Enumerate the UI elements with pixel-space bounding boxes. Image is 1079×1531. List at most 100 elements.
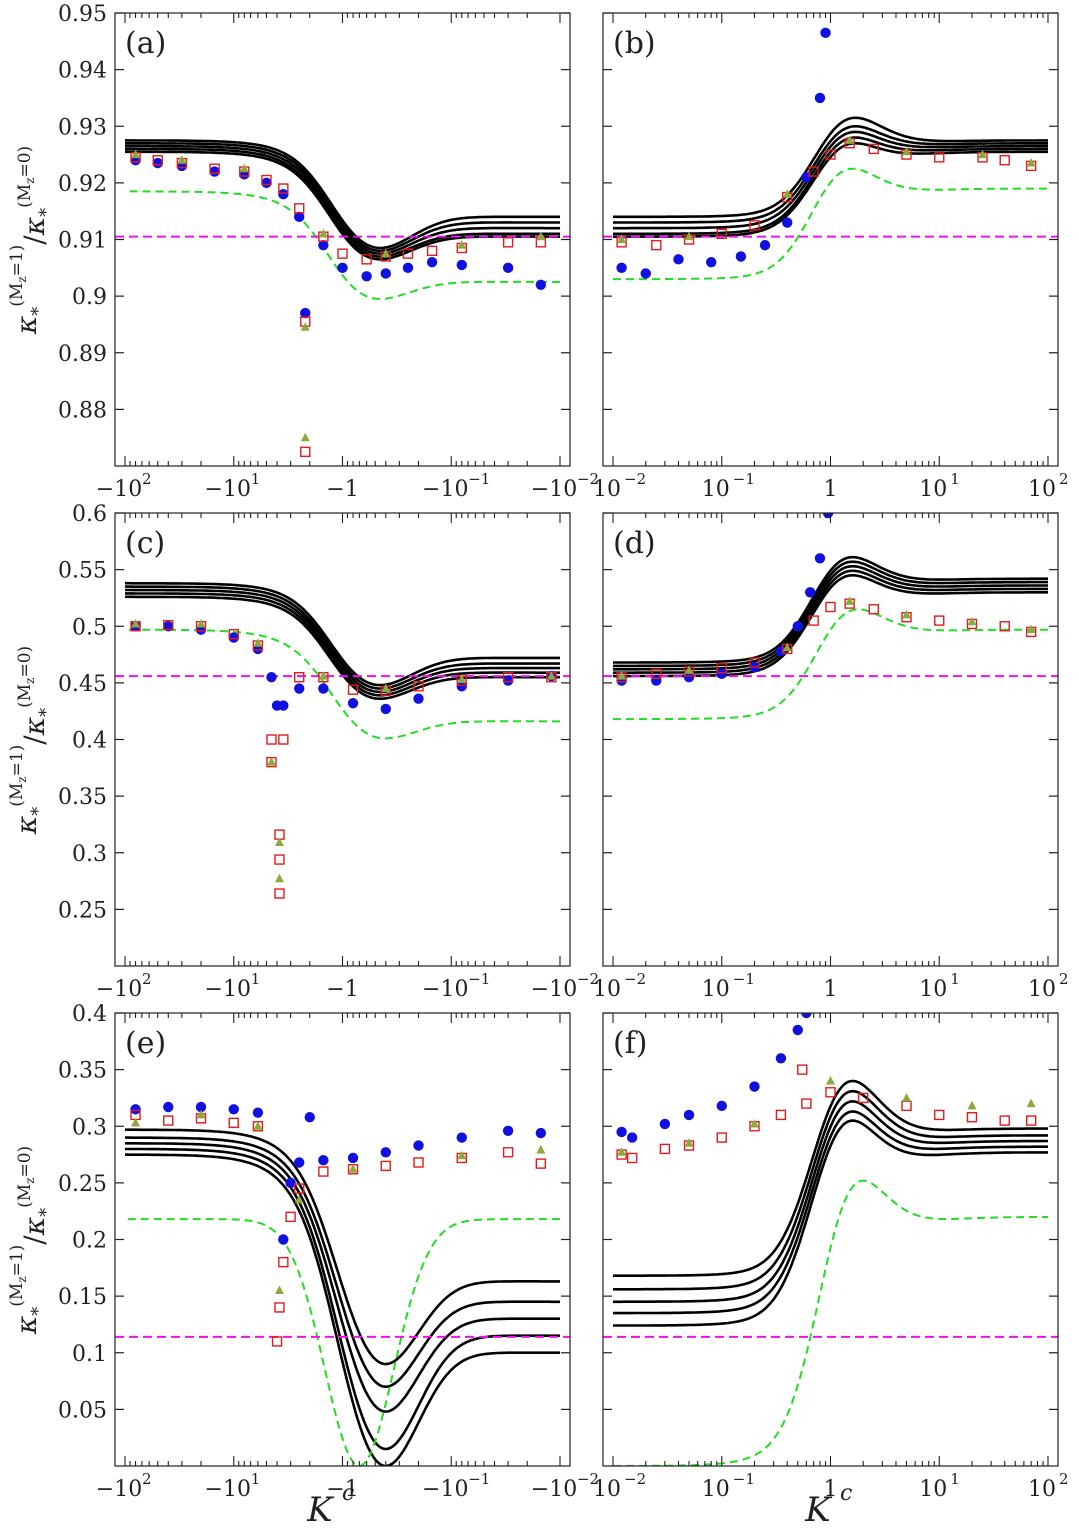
x-tick-label-main: 10 <box>919 477 947 502</box>
dot-marker-e-9 <box>318 1155 329 1166</box>
triangle-marker-b-1 <box>684 231 694 241</box>
dot-marker-b-3 <box>706 256 717 268</box>
panel-label-d: (d) <box>613 526 656 561</box>
x-tick-label-main: −1 <box>326 977 358 1002</box>
panel-label-f: (f) <box>613 1026 648 1061</box>
square-marker-f-4 <box>716 1132 727 1143</box>
x-tick-label-main: 10 <box>1028 977 1056 1002</box>
black-curve-a-1 <box>125 147 560 258</box>
triangle-marker-a-8 <box>536 231 546 241</box>
dot-marker-e-12 <box>413 1140 424 1151</box>
black-curve-a-4 <box>125 139 560 250</box>
square-marker-a-17 <box>502 237 514 248</box>
x-tick-label-main: −10 <box>531 477 577 502</box>
triangle-marker-c-3 <box>266 757 276 766</box>
dot-marker-b-6 <box>782 217 793 228</box>
dot-marker-e-13 <box>456 1132 467 1143</box>
dot-marker-a-16 <box>502 262 514 274</box>
triangle-marker-e-3 <box>274 1285 284 1294</box>
y-axis-title-text: κ*(Mz=1)/κ*(Mz=0) <box>7 646 57 835</box>
triangle-marker-d-4 <box>902 609 912 619</box>
dot-marker-b-7 <box>801 172 812 183</box>
panel-d: 10 −2 10 −1 1 10 1 10 2(d) <box>593 512 1069 1002</box>
y-tick-label-e-5: 0.15 <box>58 1285 107 1310</box>
frame-e <box>114 1012 571 1467</box>
panels: 0.950.940.930.920.910.90.890.88−10 2 −10 1−… <box>58 2 1069 1502</box>
triangle-marker-c-5 <box>274 873 284 883</box>
dot-marker-c-10 <box>347 698 359 709</box>
y-tick-label-a-1: 0.94 <box>58 59 107 84</box>
x-tick-label-main: 1 <box>824 1477 838 1502</box>
x-tick-label-main: −10 <box>96 977 142 1002</box>
dot-marker-d-8 <box>814 553 826 564</box>
dot-marker-f-6 <box>775 1053 787 1064</box>
triangle-marker-f-4 <box>902 1092 912 1102</box>
y-tick-label-a-0: 0.95 <box>58 2 107 27</box>
square-marker-f-13 <box>966 1111 978 1123</box>
triangle-marker-b-5 <box>978 149 988 159</box>
triangle-marker-c-0 <box>131 618 141 628</box>
x-tick-label-main: −10 <box>205 477 251 502</box>
dot-marker-e-7 <box>294 1157 305 1168</box>
square-marker-b-1 <box>651 239 662 251</box>
triangle-marker-e-6 <box>457 1150 467 1160</box>
triangle-marker-a-7 <box>457 240 467 249</box>
x-tick-label-sup: 1 <box>251 470 261 488</box>
square-marker-a-7 <box>294 203 305 214</box>
black-curve-e-2 <box>125 1142 560 1413</box>
x-tick-label-b-3: 10 1 <box>919 470 960 502</box>
black-curve-b-1 <box>613 136 1048 236</box>
x-tick-label-sup: 1 <box>950 470 960 488</box>
triangle-marker-d-6 <box>1026 624 1036 634</box>
triangle-marker-a-2 <box>239 163 249 173</box>
square-marker-f-15 <box>1025 1115 1037 1126</box>
square-marker-c-8 <box>274 854 285 865</box>
panel-label-a: (a) <box>125 26 166 61</box>
square-marker-e-1 <box>163 1115 174 1126</box>
dot-marker-b-5 <box>759 239 771 251</box>
x-tick-label-a-0: −10 2 <box>96 470 152 502</box>
x-axis-title-right-sup: c <box>840 1481 852 1506</box>
square-marker-f-11 <box>901 1100 912 1112</box>
black-curve-c-4 <box>125 581 560 687</box>
green-dashed-curve-a <box>125 190 560 300</box>
x-tick-label-c-0: −10 2 <box>96 970 152 1002</box>
triangle-marker-e-7 <box>536 1145 546 1154</box>
black-curve-f-4 <box>613 1079 1048 1277</box>
black-curve-f-0 <box>613 1119 1048 1327</box>
dot-marker-c-5 <box>266 672 277 683</box>
square-marker-d-1 <box>651 668 662 680</box>
x-axis-title-left: K c <box>306 1481 354 1530</box>
x-tick-label-sup: −2 <box>577 1470 599 1488</box>
triangle-marker-a-3 <box>300 322 310 331</box>
square-marker-a-1 <box>152 155 163 166</box>
square-marker-f-14 <box>999 1115 1010 1126</box>
panel-label-e: (e) <box>125 1026 166 1061</box>
dot-marker-d-1 <box>651 675 662 686</box>
dot-marker-e-1 <box>163 1101 174 1113</box>
x-tick-label-d-4: 10 2 <box>1028 970 1069 1002</box>
triangle-marker-d-0 <box>617 671 627 680</box>
black-curve-d-4 <box>613 555 1048 664</box>
y-tick-label-e-3: 0.25 <box>58 1172 107 1197</box>
triangle-marker-b-6 <box>1026 158 1036 167</box>
black-curve-b-2 <box>613 130 1048 230</box>
x-tick-label-main: 10 <box>702 477 730 502</box>
x-tick-label-e-0: −10 2 <box>96 1470 152 1502</box>
x-tick-label-main: 1 <box>824 977 838 1002</box>
x-tick-label-sup: −2 <box>577 970 599 988</box>
triangle-marker-f-6 <box>1026 1098 1036 1108</box>
square-marker-a-11 <box>337 248 348 259</box>
triangle-marker-e-4 <box>294 1194 304 1204</box>
dot-marker-c-7 <box>278 700 289 711</box>
plot-area-b <box>603 27 1058 281</box>
triangle-marker-c-4 <box>274 837 284 847</box>
square-marker-d-3 <box>716 662 727 674</box>
square-marker-e-16 <box>535 1158 547 1169</box>
dot-marker-e-4 <box>252 1107 264 1118</box>
y-tick-label-a-7: 0.88 <box>58 398 107 423</box>
dot-marker-a-5 <box>261 177 272 189</box>
dot-marker-a-10 <box>337 262 348 274</box>
square-marker-c-5 <box>266 734 277 745</box>
triangle-marker-e-1 <box>196 1109 206 1119</box>
